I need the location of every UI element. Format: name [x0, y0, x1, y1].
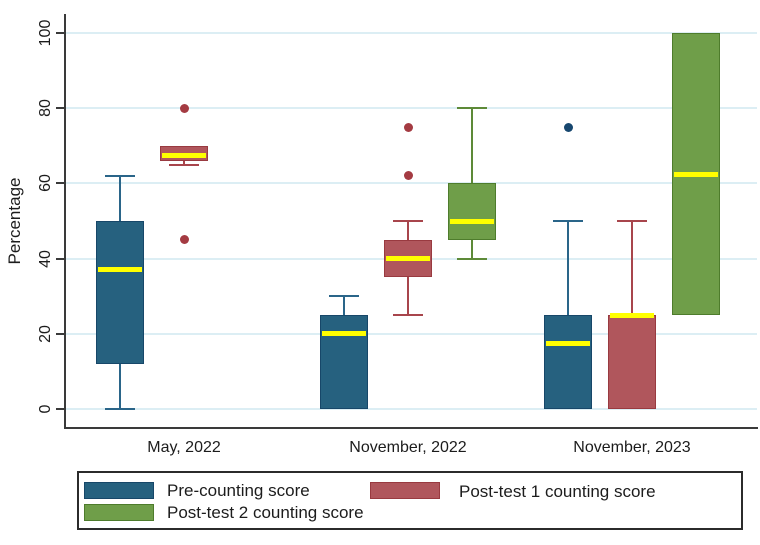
outlier-dot	[403, 171, 413, 181]
y-tick-label: 100	[37, 19, 54, 47]
gridline	[66, 408, 757, 410]
whisker-cap	[457, 257, 487, 260]
y-tick-label: 40	[37, 249, 54, 268]
outlier-dot	[179, 235, 189, 245]
y-tick	[56, 257, 64, 260]
whisker-stem	[343, 296, 345, 315]
whisker-cap	[105, 174, 135, 177]
y-tick	[56, 182, 64, 185]
whisker-stem	[119, 363, 121, 409]
whisker-stem	[407, 277, 409, 315]
y-tick	[56, 332, 64, 335]
legend-label-post-test-2: Post-test 2 counting score	[167, 503, 364, 522]
y-axis-title: Percentage	[5, 177, 24, 265]
whisker-cap	[393, 314, 423, 316]
y-tick-label: 80	[37, 99, 54, 118]
box	[320, 315, 368, 409]
legend-swatch-pre-counting	[84, 482, 154, 499]
whisker-cap	[169, 163, 199, 166]
y-tick	[56, 107, 64, 110]
x-category-label: November, 2022	[349, 439, 467, 456]
whisker-stem	[407, 221, 409, 240]
gridline	[66, 32, 757, 34]
whisker-stem	[631, 221, 633, 315]
box	[448, 183, 496, 240]
legend: Pre-counting score Post-test 1 counting …	[77, 471, 743, 530]
y-tick-label: 60	[37, 174, 54, 193]
median-line	[386, 256, 430, 262]
gridline	[66, 107, 757, 110]
y-tick-label: 0	[37, 404, 54, 414]
legend-label-pre-counting: Pre-counting score	[167, 481, 310, 500]
whisker-stem	[567, 221, 569, 315]
legend-swatch-post-test-2	[84, 504, 154, 521]
box	[544, 315, 592, 409]
whisker-cap	[393, 220, 423, 222]
whisker-stem	[471, 108, 473, 184]
whisker-cap	[553, 220, 583, 222]
median-line	[546, 340, 590, 346]
box	[608, 315, 656, 409]
median-line	[610, 312, 654, 318]
gridline	[66, 332, 757, 335]
outlier-dot	[179, 103, 189, 113]
whisker-cap	[329, 295, 359, 298]
y-tick	[56, 32, 64, 34]
outlier-dot	[403, 122, 413, 132]
median-line	[674, 171, 718, 177]
gridline	[66, 182, 757, 185]
outlier-dot	[563, 122, 573, 132]
whisker-cap	[105, 408, 135, 410]
x-category-label: November, 2023	[573, 439, 691, 456]
median-line	[322, 331, 366, 337]
y-tick-label: 20	[37, 324, 54, 343]
y-tick	[56, 408, 64, 410]
median-line	[450, 218, 494, 224]
whisker-cap	[457, 107, 487, 110]
median-line	[98, 267, 142, 273]
box	[96, 221, 144, 364]
plot-frame	[64, 14, 758, 429]
median-line	[162, 152, 206, 158]
legend-swatch-post-test-1	[370, 482, 440, 499]
legend-label-post-test-1: Post-test 1 counting score	[459, 482, 656, 501]
whisker-stem	[183, 160, 185, 165]
x-category-label: May, 2022	[147, 439, 221, 456]
whisker-stem	[471, 239, 473, 259]
whisker-stem	[119, 175, 121, 221]
whisker-cap	[617, 220, 647, 222]
